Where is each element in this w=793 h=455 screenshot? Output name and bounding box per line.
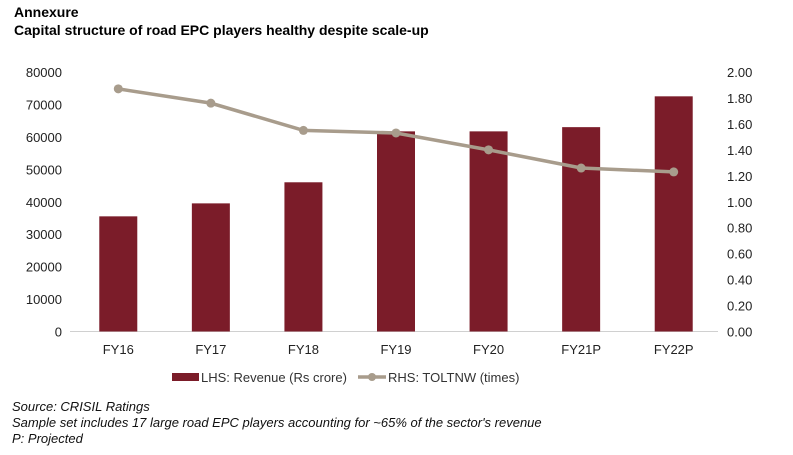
bar-FY21P <box>562 127 601 332</box>
x-tick-label: FY19 <box>380 342 411 357</box>
projected-note: P: Projected <box>12 431 83 446</box>
bar-FY19 <box>377 131 415 332</box>
y-right-tick-label: 0.00 <box>727 325 752 340</box>
y-right-tick-label: 2.00 <box>727 65 752 80</box>
x-tick-label: FY21P <box>561 342 601 357</box>
footnotes: Source: CRISIL Ratings Sample set includ… <box>12 399 542 447</box>
legend-revenue-label: LHS: Revenue (Rs crore) <box>201 370 347 385</box>
line-point-FY22P <box>669 167 679 177</box>
annexure-label: Annexure <box>14 4 79 20</box>
x-tick-label: FY16 <box>103 342 134 357</box>
line-point-FY20 <box>484 145 494 155</box>
line-point-FY18 <box>298 125 308 135</box>
legend-toltnw-marker <box>368 373 376 381</box>
y-left-tick-label: 70000 <box>26 97 62 112</box>
y-left-tick-label: 30000 <box>26 227 62 242</box>
bar-FY20 <box>469 131 508 332</box>
x-tick-label: FY17 <box>195 342 226 357</box>
legend-toltnw-label: RHS: TOLTNW (times) <box>388 370 519 385</box>
y-left-tick-label: 50000 <box>26 162 62 177</box>
y-left-tick-label: 20000 <box>26 260 62 275</box>
y-left-tick-label: 10000 <box>26 292 62 307</box>
y-right-tick-label: 0.60 <box>727 247 752 262</box>
y-right-tick-label: 1.40 <box>727 143 752 158</box>
sample-note: Sample set includes 17 large road EPC pl… <box>12 415 542 430</box>
chart-title: Capital structure of road EPC players he… <box>14 22 429 38</box>
line-point-FY19 <box>391 128 401 138</box>
y-right-tick-label: 1.20 <box>727 169 752 184</box>
line-point-FY17 <box>206 98 216 108</box>
y-right-tick-label: 1.80 <box>727 91 752 106</box>
bar-FY16 <box>99 216 138 332</box>
line-point-FY16 <box>113 84 123 94</box>
y-right-tick-label: 0.20 <box>727 299 752 314</box>
x-tick-label: FY18 <box>288 342 319 357</box>
bar-FY22P <box>654 96 693 332</box>
y-left-tick-label: 60000 <box>26 130 62 145</box>
combo-chart: 0 10000 20000 30000 40000 50000 60000 70000 8000… <box>26 65 752 385</box>
legend-revenue-swatch <box>172 373 199 381</box>
y-left-tick-label: 0 <box>55 325 62 340</box>
y-left-tick-label: 40000 <box>26 195 62 210</box>
y-right-tick-label: 1.60 <box>727 117 752 132</box>
bar-FY18 <box>284 182 323 332</box>
bar-FY17 <box>191 203 230 332</box>
y-right-tick-label: 1.00 <box>727 195 752 210</box>
y-right-tick-label: 0.80 <box>727 221 752 236</box>
x-tick-label: FY22P <box>654 342 694 357</box>
source-note: Source: CRISIL Ratings <box>12 399 150 414</box>
y-left-tick-label: 80000 <box>26 65 62 80</box>
x-tick-label: FY20 <box>473 342 504 357</box>
line-point-FY21P <box>576 163 586 173</box>
y-right-tick-label: 0.40 <box>727 273 752 288</box>
